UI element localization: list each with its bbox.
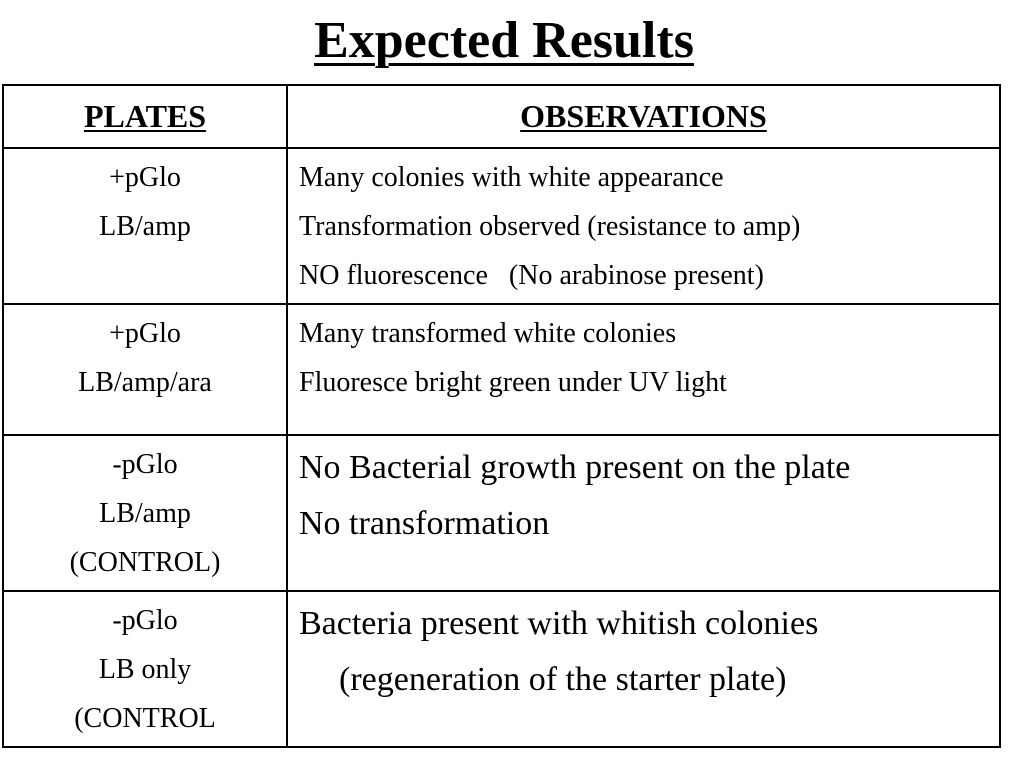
plate-cell: +pGlo LB/amp/ara xyxy=(2,303,288,436)
plate-line: LB/amp xyxy=(99,211,191,242)
column-header-observations: OBSERVATIONS xyxy=(286,84,1001,149)
observation-line: Fluoresce bright green under UV light xyxy=(299,367,727,398)
plate-cell: +pGlo LB/amp xyxy=(2,147,288,305)
table-row: +pGlo LB/amp/ara Many transformed white … xyxy=(2,303,1001,436)
column-header-plates: PLATES xyxy=(2,84,288,149)
page-title: Expected Results xyxy=(314,12,694,69)
observation-cell: Bacteria present with whitish colonies (… xyxy=(286,590,1001,748)
column-header-plates-label: PLATES xyxy=(83,98,207,134)
table-row: -pGlo LB only (CONTROL Bacteria present … xyxy=(2,590,1001,748)
plate-line: -pGlo xyxy=(112,449,178,480)
observation-line: (regeneration of the starter plate) xyxy=(339,661,787,698)
plate-line: -pGlo xyxy=(112,605,178,636)
results-table: PLATES OBSERVATIONS +pGlo LB/amp Many co… xyxy=(2,84,1001,748)
observation-cell: No Bacterial growth present on the plate… xyxy=(286,434,1001,592)
observation-line: No Bacterial growth present on the plate xyxy=(299,449,851,486)
observation-line: Many colonies with white appearance xyxy=(299,162,724,193)
plate-line: LB/amp xyxy=(99,498,191,529)
observation-line: Transformation observed (resistance to a… xyxy=(299,211,801,242)
table-row: +pGlo LB/amp Many colonies with white ap… xyxy=(2,147,1001,305)
plate-cell: -pGlo LB only (CONTROL xyxy=(2,590,288,748)
table-header-row: PLATES OBSERVATIONS xyxy=(2,84,1001,149)
plate-line: (CONTROL xyxy=(74,703,216,734)
observation-line: No transformation xyxy=(299,505,550,542)
plate-line: +pGlo xyxy=(109,318,181,349)
column-header-observations-label: OBSERVATIONS xyxy=(520,98,767,134)
plate-line: LB only xyxy=(98,654,192,685)
observation-cell: Many transformed white colonies Fluoresc… xyxy=(286,303,1001,436)
observation-line: NO fluorescence (No arabinose present) xyxy=(299,260,764,291)
observation-line: Bacteria present with whitish colonies xyxy=(299,605,819,642)
plate-cell: -pGlo LB/amp (CONTROL) xyxy=(2,434,288,592)
table-row: -pGlo LB/amp (CONTROL) No Bacterial grow… xyxy=(2,434,1001,592)
plate-line: +pGlo xyxy=(109,162,181,193)
plate-line: (CONTROL) xyxy=(69,547,221,578)
plate-line: LB/amp/ara xyxy=(78,367,212,398)
observation-line: Many transformed white colonies xyxy=(299,318,677,349)
observation-cell: Many colonies with white appearance Tran… xyxy=(286,147,1001,305)
